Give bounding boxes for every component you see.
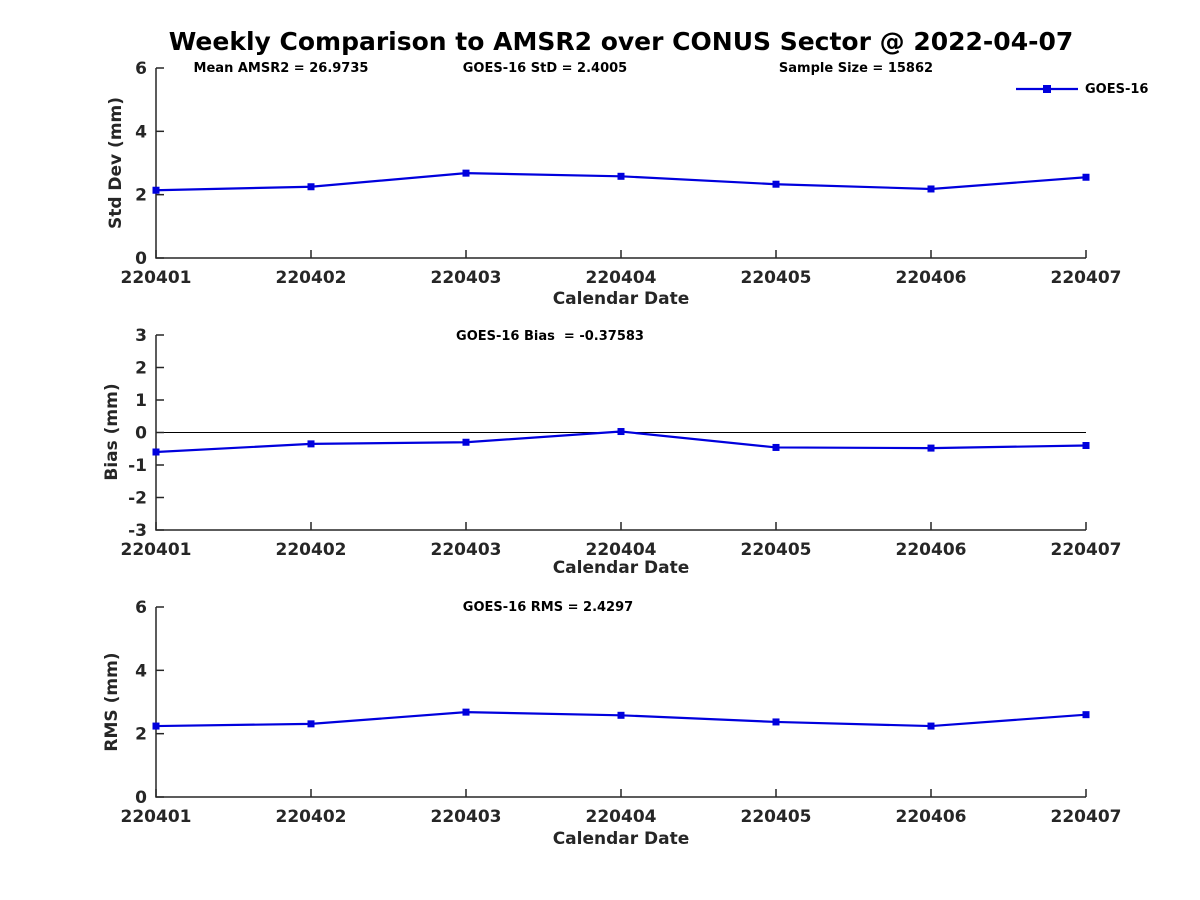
x-tick-label: 220401 [121, 540, 192, 560]
data-point-marker [772, 443, 780, 451]
data-point-marker [307, 440, 315, 448]
y-tick-label: -3 [128, 521, 147, 541]
x-tick-label: 220403 [431, 268, 502, 288]
y-tick-label: 6 [135, 59, 147, 79]
y-tick-label: 0 [135, 249, 147, 269]
data-point-marker [1082, 442, 1090, 449]
y-tick-label: 6 [135, 598, 147, 618]
data-point-marker [617, 428, 625, 436]
x-tick-label: 220404 [586, 540, 657, 560]
x-axis-label-rms: Calendar Date [552, 829, 690, 849]
plot-std-dev: 0 2 4 6 220401 220402 220403 220404 220405 220406… [121, 59, 1122, 288]
legend-sample-marker [1043, 85, 1051, 93]
legend: GOES-16 [1016, 80, 1148, 98]
x-tick-label: 220401 [121, 268, 192, 288]
x-tick-label: 220407 [1051, 540, 1122, 560]
plot-bias: -3 -2 -1 0 1 2 3 220401 220402 220403 220404 220405… [121, 326, 1122, 560]
x-tick-label: 220402 [276, 268, 347, 288]
annotation-goes16-rms: GOES-16 RMS = 2.4297 [462, 600, 634, 615]
x-tick-label: 220404 [586, 807, 657, 827]
data-point-marker [772, 180, 780, 188]
data-point-marker [927, 722, 935, 730]
data-point-marker [307, 720, 315, 728]
data-point-marker [617, 711, 625, 719]
data-point-marker [1082, 711, 1090, 719]
x-tick-label: 220405 [741, 268, 812, 288]
x-tick-label: 220407 [1051, 807, 1122, 827]
data-point-marker [927, 444, 935, 452]
x-tick-label: 220402 [276, 807, 347, 827]
y-tick-label: 4 [135, 661, 147, 681]
annotation-sample-size: Sample Size = 15862 [778, 61, 934, 76]
legend-label: GOES-16 [1085, 81, 1149, 97]
y-tick-label: 0 [135, 788, 147, 808]
y-tick-label: 2 [135, 186, 147, 206]
data-point-marker [1082, 173, 1090, 181]
x-axis-label-bias: Calendar Date [552, 558, 690, 578]
x-tick-label: 220406 [896, 540, 967, 560]
x-axis-label-std-dev: Calendar Date [552, 289, 690, 309]
x-tick-label: 220402 [276, 540, 347, 560]
y-tick-label: -1 [128, 456, 147, 476]
data-point-marker [462, 708, 470, 716]
y-tick-label: 1 [135, 391, 147, 411]
x-tick-label: 220406 [896, 268, 967, 288]
axis-lines [155, 68, 1086, 259]
data-point-marker [462, 169, 470, 177]
data-point-marker [152, 186, 160, 194]
plot-rms: 0 2 4 6 220401 220402 220403 220404 220405 220406… [121, 598, 1122, 827]
y-tick-label: 0 [135, 424, 147, 444]
x-tick-label: 220406 [896, 807, 967, 827]
x-tick-label: 220403 [431, 540, 502, 560]
data-point-marker [617, 172, 625, 180]
data-point-marker [772, 718, 780, 726]
y-tick-label: -2 [128, 489, 147, 509]
x-tick-label: 220407 [1051, 268, 1122, 288]
data-point-marker [152, 448, 160, 456]
y-tick-label: 2 [135, 725, 147, 745]
data-point-marker [152, 722, 160, 730]
x-tick-label: 220403 [431, 807, 502, 827]
annotation-goes16-std: GOES-16 StD = 2.4005 [462, 61, 628, 76]
y-tick-label: 4 [135, 122, 147, 142]
data-point-marker [462, 438, 470, 446]
legend-line-sample [1016, 85, 1078, 93]
x-tick-label: 220405 [741, 540, 812, 560]
figure-title: Weekly Comparison to AMSR2 over CONUS Se… [168, 27, 1074, 56]
x-tick-label: 220404 [586, 268, 657, 288]
y-tick-label: 3 [135, 326, 147, 346]
data-point-marker [927, 185, 935, 193]
annotation-mean-amsr2: Mean AMSR2 = 26.9735 [193, 61, 369, 76]
x-tick-label: 220405 [741, 807, 812, 827]
y-tick-label: 2 [135, 359, 147, 379]
x-tick-label: 220401 [121, 807, 192, 827]
axis-lines [155, 607, 1086, 798]
data-point-marker [307, 183, 315, 191]
annotation-goes16-bias: GOES-16 Bias = -0.37583 [456, 329, 644, 344]
